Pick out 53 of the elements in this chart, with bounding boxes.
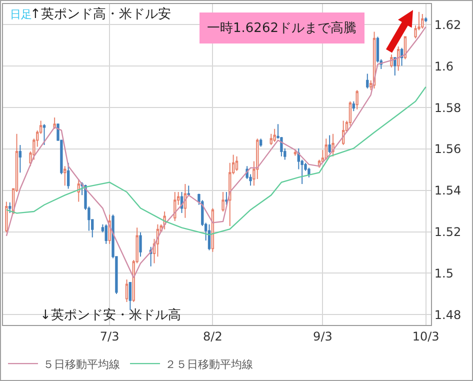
candlestick bbox=[184, 183, 187, 218]
candlestick bbox=[18, 144, 22, 174]
candlestick bbox=[42, 124, 46, 146]
candlestick bbox=[208, 224, 211, 251]
x-tick-label: 9/3 bbox=[313, 329, 332, 344]
candlestick bbox=[235, 156, 238, 172]
y-tick-label: 1.54 bbox=[434, 184, 462, 198]
candlestick bbox=[125, 278, 128, 303]
candlestick bbox=[394, 57, 396, 76]
candlestick bbox=[273, 128, 276, 142]
candlestick bbox=[342, 120, 345, 146]
candlestick bbox=[64, 166, 66, 186]
x-tick-label: 10/3 bbox=[412, 329, 440, 344]
candlestick bbox=[225, 192, 228, 206]
line-series bbox=[6, 86, 426, 236]
annotation: ↓英ポンド安・米ドル高 bbox=[40, 307, 181, 323]
candlestick bbox=[324, 138, 328, 160]
candlestick bbox=[328, 134, 331, 154]
candlestick bbox=[356, 90, 358, 110]
x-tick-label: 7/3 bbox=[100, 329, 120, 344]
legend-label: ２５日移動平均線 bbox=[165, 358, 253, 371]
y-tick-label: 1.6 bbox=[434, 59, 454, 74]
candlestick bbox=[187, 185, 190, 196]
candlestick bbox=[104, 224, 108, 244]
y-tick-label: 1.62 bbox=[434, 18, 462, 32]
candlestick bbox=[8, 202, 12, 214]
candlestick bbox=[352, 100, 355, 112]
candlestick bbox=[174, 192, 176, 222]
annotation: 日足 bbox=[10, 8, 32, 21]
y-tick-label: 1.52 bbox=[434, 225, 462, 240]
candlestick bbox=[222, 192, 224, 212]
candlestick bbox=[270, 133, 272, 146]
x-tick-label: 8/2 bbox=[203, 329, 222, 344]
candlestick bbox=[424, 16, 428, 23]
y-tick-label: 1.5 bbox=[434, 266, 454, 280]
candlestick bbox=[66, 162, 70, 190]
candlestick bbox=[421, 13, 424, 30]
candlestick bbox=[53, 116, 56, 130]
candlestick bbox=[77, 178, 80, 202]
y-tick-label: 1.58 bbox=[434, 100, 462, 115]
candlestick bbox=[397, 46, 400, 72]
legend-label: ５日移動平均線 bbox=[43, 358, 120, 371]
candlestick bbox=[308, 167, 310, 178]
candlestick bbox=[259, 138, 262, 148]
annotation: 一時1.6262ドルまで高騰 bbox=[207, 20, 356, 36]
annotation: ↑英ポンド高・米ドル安 bbox=[30, 6, 171, 22]
y-tick-label: 1.48 bbox=[434, 308, 462, 322]
y-tick-label: 1.56 bbox=[434, 142, 462, 156]
candlestick bbox=[366, 73, 369, 89]
candlestick bbox=[390, 54, 393, 68]
candlestick bbox=[5, 201, 8, 233]
candlestick bbox=[139, 232, 142, 258]
candlestick bbox=[294, 150, 297, 156]
